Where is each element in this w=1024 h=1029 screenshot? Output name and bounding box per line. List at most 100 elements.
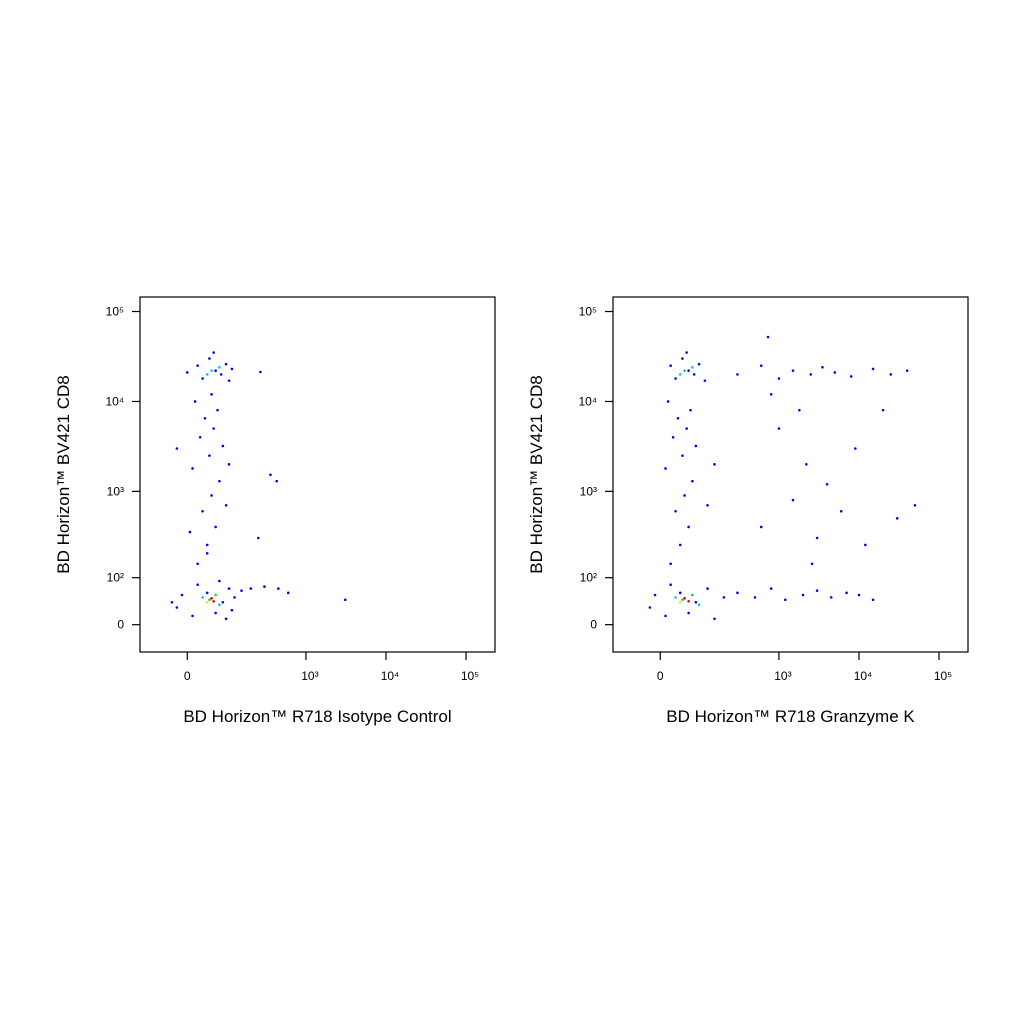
event-dot [201, 596, 204, 599]
event-dot [895, 517, 899, 520]
event-dot [864, 543, 867, 547]
event-dot [259, 370, 262, 374]
event-dot [214, 611, 217, 615]
event-dot [205, 373, 209, 376]
event-dot [687, 525, 690, 529]
event-dot [687, 369, 690, 372]
event-dot [185, 371, 189, 374]
event-dot [913, 503, 917, 507]
event-dot [648, 606, 652, 609]
event-dot [687, 599, 690, 603]
event-dot [196, 583, 199, 586]
event-dot [218, 603, 221, 607]
event-dot [881, 408, 885, 412]
event-dot [275, 479, 279, 483]
event-dot [791, 369, 795, 372]
event-dot [681, 454, 684, 457]
event-dot [205, 600, 209, 604]
event-dot [777, 427, 781, 430]
event-dot [674, 596, 677, 599]
event-dot [685, 427, 688, 430]
event-dot [685, 351, 688, 354]
event-dot [210, 393, 213, 396]
event-dot [286, 591, 290, 595]
x-axis-label: BD Horizon™ R718 Isotype Control [183, 707, 451, 726]
event-dot [664, 467, 667, 470]
event-dot [833, 371, 837, 374]
event-dot [681, 598, 684, 602]
event-dot [777, 377, 781, 380]
event-dot [849, 375, 853, 378]
event-dot [691, 365, 694, 369]
event-dot [240, 589, 243, 592]
event-dot [829, 596, 833, 599]
event-dot [210, 369, 213, 372]
event-dot [845, 591, 848, 595]
event-dot [713, 617, 716, 621]
event-dot [208, 454, 211, 457]
event-dot [175, 447, 179, 450]
event-dot [664, 614, 667, 618]
event-dot [210, 494, 213, 497]
x-tick-label: 10⁴ [854, 669, 873, 683]
x-tick-label: 0 [184, 669, 191, 683]
event-dot [218, 365, 221, 369]
y-tick-label: 10⁵ [579, 305, 597, 319]
event-dot [815, 589, 819, 592]
event-dot [769, 587, 773, 590]
event-dot [221, 444, 225, 448]
event-dot [210, 597, 213, 600]
event-dot [706, 587, 709, 590]
x-tick-label: 10⁵ [934, 669, 952, 683]
event-dot [227, 379, 231, 383]
event-dot [212, 351, 215, 354]
event-dot [766, 335, 770, 339]
x-tick-label: 10³ [301, 669, 318, 683]
event-dot [674, 509, 677, 513]
event-dot [759, 364, 763, 367]
event-dot [233, 596, 236, 599]
event-dot [205, 543, 209, 547]
event-dot [214, 369, 217, 372]
event-dot [227, 587, 231, 590]
y-tick-label: 10² [107, 571, 124, 585]
event-dot [839, 509, 843, 513]
y-axis-label: BD Horizon™ BV421 CD8 [527, 375, 546, 573]
event-dot [224, 617, 228, 621]
plot: 0 10³ 10⁴ 10⁵ 0 10² 10³ 10⁴ 10⁵ BD Horizon™ R718 … [527, 296, 969, 726]
event-dot [218, 479, 221, 483]
event-dot [681, 357, 684, 360]
event-dot [669, 562, 672, 566]
event-dot [205, 591, 209, 595]
event-dot [196, 364, 199, 367]
event-dot [687, 611, 690, 615]
event-dot [801, 593, 805, 597]
event-dot [201, 377, 204, 380]
event-dot [736, 373, 739, 376]
event-dot [791, 498, 795, 502]
event-dot [669, 364, 672, 367]
event-dot [857, 593, 861, 597]
event-dot [753, 596, 757, 599]
event-dot [227, 463, 231, 466]
event-dot [208, 357, 211, 360]
event-dot [230, 367, 234, 371]
event-dot [683, 597, 686, 600]
event-dot [256, 536, 260, 540]
x-tick-label: 0 [657, 669, 664, 683]
y-tick-label: 10² [580, 571, 597, 585]
event-dot [193, 400, 197, 403]
event-dot [219, 373, 223, 376]
y-tick-label: 0 [590, 618, 597, 632]
event-dot [905, 369, 909, 372]
event-dot [678, 373, 682, 376]
event-dot [825, 482, 829, 486]
event-dot [653, 593, 657, 597]
event-dot [191, 467, 194, 470]
event-dot [196, 562, 199, 566]
event-dot [854, 447, 857, 450]
y-tick-label: 0 [117, 618, 124, 632]
event-dot [676, 416, 680, 420]
event-dot [201, 509, 204, 513]
